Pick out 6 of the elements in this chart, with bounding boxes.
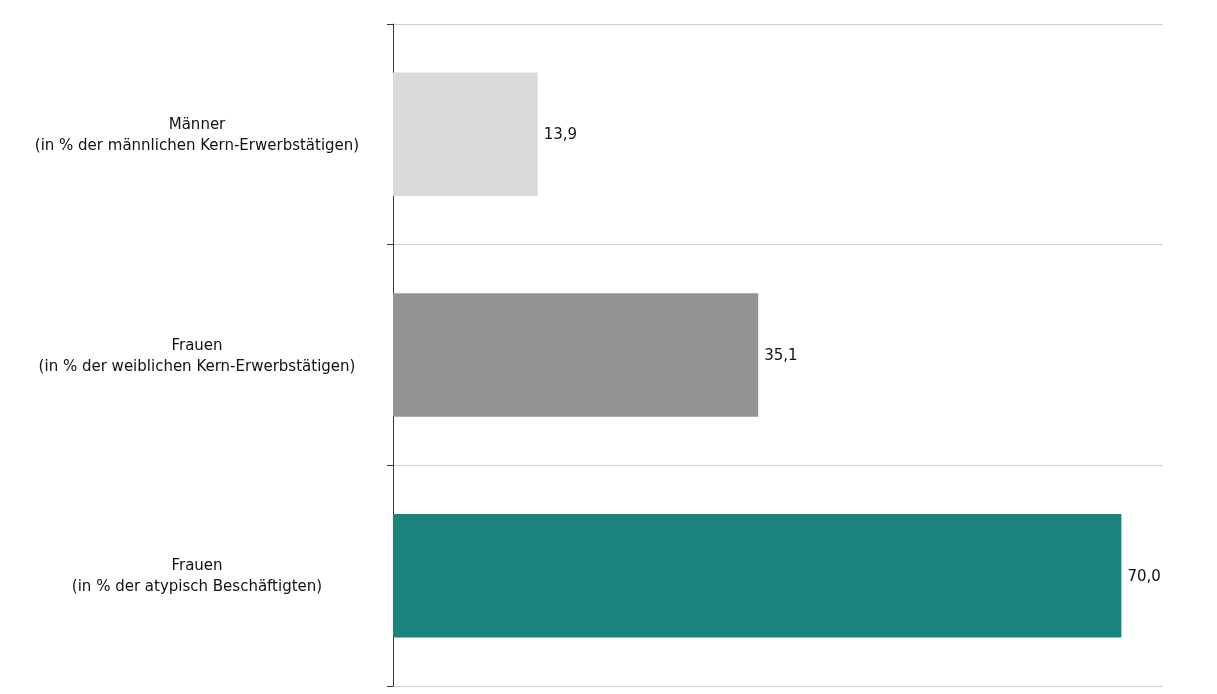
data-label: 70,0	[1127, 566, 1161, 585]
y-tick-label: Frauen (in % der weiblichen Kern-Erwerbstätigen)	[38, 335, 356, 375]
y-tick-label: Männer (in % der männlichen Kern-Erwerbstätigen)	[34, 114, 360, 154]
data-label: 35,1	[764, 346, 798, 364]
y-tick-label: Frauen (in % der atypisch Beschäftigten)	[71, 556, 323, 596]
data-label: 13,9	[543, 125, 578, 144]
